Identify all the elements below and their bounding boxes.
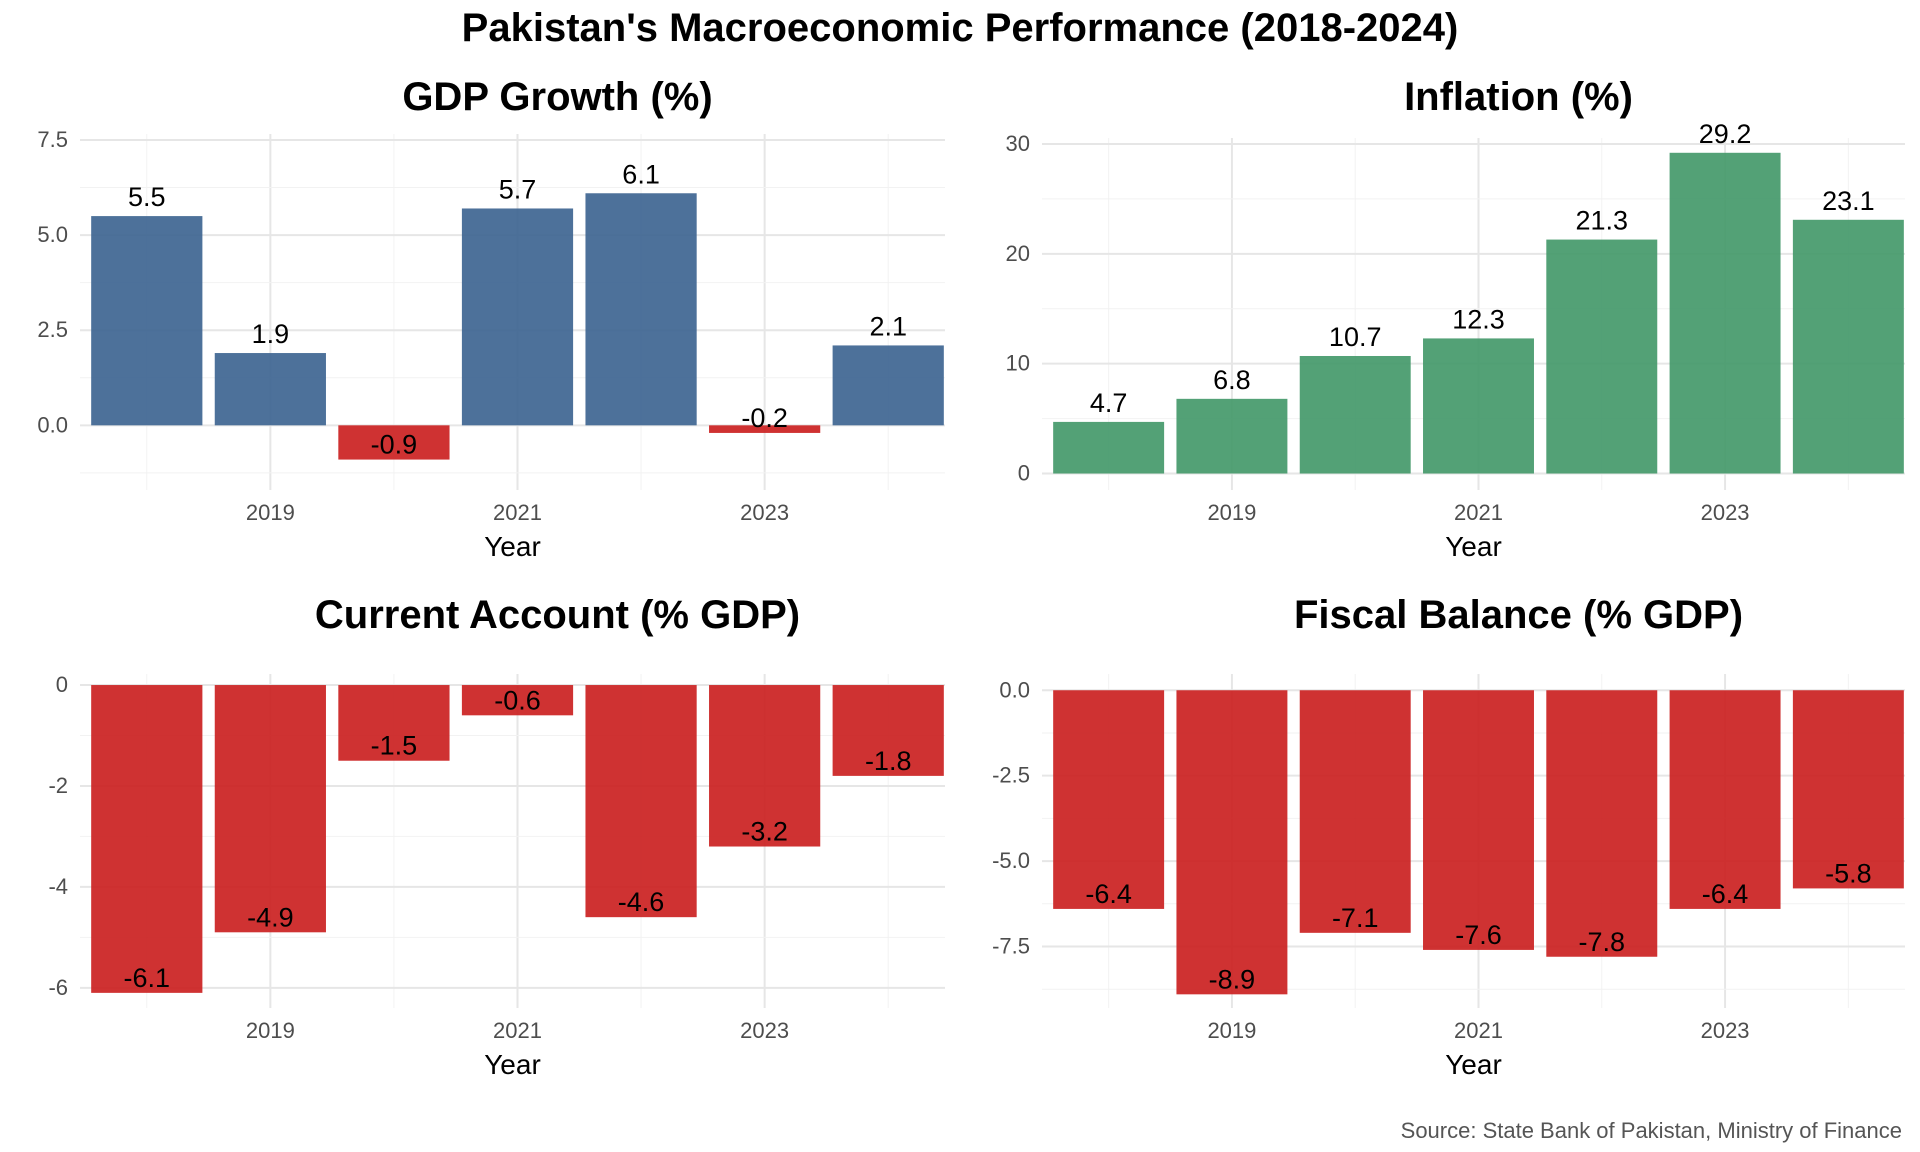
- y-tick-label: -2.5: [992, 763, 1030, 788]
- bar-value-label: -3.2: [741, 817, 788, 847]
- bar: [1176, 398, 1288, 474]
- bar: [1053, 421, 1165, 474]
- y-tick-label: -7.5: [992, 934, 1030, 959]
- y-tick-label: 5.0: [37, 222, 68, 247]
- bar-value-label: -5.8: [1825, 858, 1872, 888]
- bar: [338, 425, 450, 460]
- bar-value-label: 1.9: [252, 319, 290, 349]
- bar: [1299, 690, 1411, 933]
- bar: [585, 193, 697, 426]
- bar: [832, 345, 944, 426]
- bar-value-label: 5.5: [128, 182, 166, 212]
- bar: [91, 216, 203, 426]
- bar: [585, 685, 697, 918]
- y-tick-label: -5.0: [992, 848, 1030, 873]
- bar: [214, 685, 326, 933]
- bar: [709, 425, 821, 433]
- gdp-growth-chart: GDP Growth (%) 0.0 2.5 5.0 7.5 5.5 1.9 -0.9 5.7 6…: [37, 75, 945, 562]
- x-tick-label: 2021: [1454, 1018, 1503, 1043]
- y-tick-label: 20: [1006, 241, 1030, 266]
- x-tick-label: 2019: [1207, 500, 1256, 525]
- x-axis-label: Year: [484, 531, 541, 562]
- y-tick-label: -2: [48, 773, 68, 798]
- x-axis-label: Year: [1445, 1049, 1502, 1080]
- bar: [461, 685, 574, 716]
- bar: [1299, 355, 1411, 474]
- bar-value-label: -0.9: [371, 430, 418, 460]
- chart-title: Current Account (% GDP): [315, 593, 800, 637]
- x-tick-label: 2019: [1207, 1018, 1256, 1043]
- bar-value-label: -7.6: [1455, 920, 1502, 950]
- x-tick-label: 2021: [1454, 500, 1503, 525]
- bar: [91, 685, 203, 993]
- bar: [709, 685, 821, 847]
- bar: [1792, 219, 1904, 474]
- inflation-chart: Inflation (%) 0 10 20 30 4.7 6.8 10.7 12.3 21.3 29…: [1006, 75, 1905, 562]
- bar-value-label: -8.9: [1209, 964, 1256, 994]
- bar-value-label: -4.9: [247, 902, 294, 932]
- bar: [1423, 338, 1534, 474]
- x-tick-label: 2023: [740, 1018, 789, 1043]
- bar-value-label: 23.1: [1822, 186, 1875, 216]
- bar-value-label: 2.1: [869, 311, 907, 341]
- bar: [1669, 152, 1781, 474]
- bar-value-label: 29.2: [1699, 119, 1752, 149]
- x-axis-label: Year: [1445, 531, 1502, 562]
- bar-value-label: 6.8: [1213, 365, 1251, 395]
- x-tick-label: 2023: [1701, 500, 1750, 525]
- bar: [1423, 690, 1534, 950]
- bar-value-label: -7.8: [1579, 927, 1626, 957]
- bar-value-label: 6.1: [622, 159, 660, 189]
- x-tick-label: 2019: [246, 500, 295, 525]
- y-tick-label: 0.0: [37, 412, 68, 437]
- bar-value-label: 5.7: [499, 174, 537, 204]
- x-tick-label: 2019: [246, 1018, 295, 1043]
- source-caption: Source: State Bank of Pakistan, Ministry…: [1400, 1118, 1902, 1143]
- y-tick-label: 30: [1006, 131, 1030, 156]
- bar-value-label: 10.7: [1329, 322, 1382, 352]
- x-tick-label: 2023: [1701, 1018, 1750, 1043]
- bar: [1176, 690, 1288, 995]
- bar: [1053, 690, 1165, 909]
- bar-value-label: -0.6: [494, 685, 541, 715]
- bar-value-label: -1.8: [865, 746, 912, 776]
- bar-value-label: -0.2: [741, 403, 788, 433]
- y-tick-label: 10: [1006, 351, 1030, 376]
- bar-value-label: 21.3: [1576, 206, 1629, 236]
- y-tick-label: 2.5: [37, 317, 68, 342]
- bar-value-label: -6.4: [1085, 879, 1132, 909]
- bar: [1546, 690, 1658, 957]
- current-account-chart: Current Account (% GDP) 0 -2 -4 -6 -6.1 -4.9 -1…: [48, 593, 945, 1080]
- chart-title: Fiscal Balance (% GDP): [1294, 593, 1743, 637]
- bar: [1546, 239, 1658, 474]
- chart-title: Inflation (%): [1404, 75, 1633, 119]
- bar: [214, 353, 326, 426]
- fiscal-balance-chart: Fiscal Balance (% GDP) 0.0 -2.5 -5.0 -7.5 -6.…: [992, 593, 1905, 1080]
- y-tick-label: 7.5: [37, 127, 68, 152]
- bar-value-label: 12.3: [1452, 304, 1505, 334]
- y-tick-label: -4: [48, 874, 68, 899]
- main-title: Pakistan's Macroeconomic Performance (20…: [461, 6, 1459, 50]
- bar-value-label: -1.5: [371, 731, 418, 761]
- y-tick-label: 0: [56, 672, 68, 697]
- bar: [461, 208, 574, 426]
- bar-value-label: 4.7: [1090, 388, 1128, 418]
- bar-value-label: -4.6: [618, 887, 665, 917]
- x-tick-label: 2021: [493, 1018, 542, 1043]
- x-tick-label: 2021: [493, 500, 542, 525]
- bar-value-label: -7.1: [1332, 903, 1379, 933]
- bar: [832, 685, 944, 776]
- bar-value-label: -6.1: [124, 963, 171, 993]
- chart-title: GDP Growth (%): [402, 75, 712, 119]
- x-axis-label: Year: [484, 1049, 541, 1080]
- x-tick-label: 2023: [740, 500, 789, 525]
- bar: [1792, 690, 1904, 889]
- y-tick-label: 0.0: [999, 677, 1030, 702]
- bar: [338, 685, 450, 761]
- bar-value-label: -6.4: [1702, 879, 1749, 909]
- y-tick-label: -6: [48, 975, 68, 1000]
- y-tick-label: 0: [1018, 461, 1030, 486]
- bar: [1669, 690, 1781, 909]
